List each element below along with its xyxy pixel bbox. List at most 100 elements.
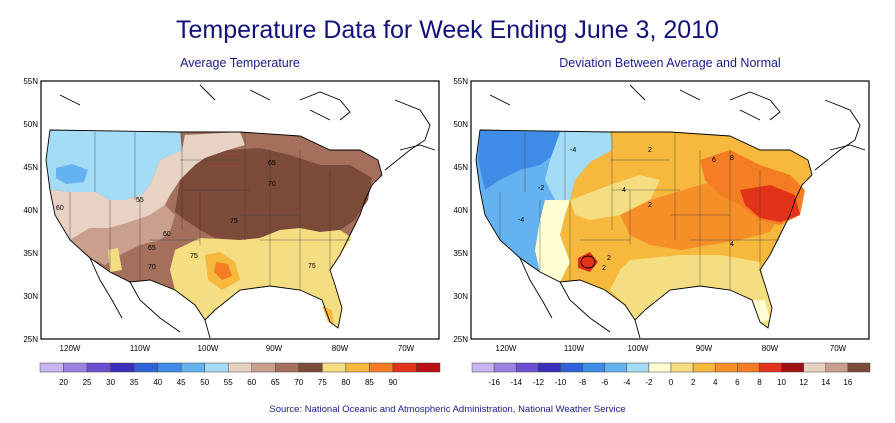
legend-swatch: [251, 362, 276, 373]
legend-label: -12: [533, 378, 545, 387]
legend-swatch: [471, 362, 495, 373]
dev-10: [740, 185, 800, 222]
zone-65: [70, 205, 175, 265]
lon-labels-left: 120W 110W 100W 90W 80W 70W: [60, 344, 415, 353]
legend-swatch: [493, 362, 517, 373]
legend-label: 50: [200, 378, 209, 387]
dev-hot-sw: [578, 252, 598, 272]
contour-label: 8: [730, 155, 734, 162]
contour-label: -2: [538, 185, 544, 192]
legend-swatch: [759, 362, 782, 373]
contour-label: 60: [163, 231, 171, 238]
average-temperature-map: 65 70 75 75 60 55 60 65 70 75 55N 50N 45…: [23, 77, 441, 387]
zone-80-fl: [322, 306, 334, 324]
legend-label: 6: [735, 378, 740, 387]
lat-label: 35N: [23, 249, 38, 258]
legend-label: -16: [488, 378, 500, 387]
dev-zero: [535, 200, 570, 282]
contour-label: 75: [190, 253, 198, 260]
contour-label: 2: [648, 202, 652, 209]
contour-label: 55: [136, 197, 144, 204]
state-lines-dev: [499, 132, 780, 290]
deviation-map: -4 -4 -2 2 2 2 4 6 8 4 2 55N 50N 45N 40N…: [453, 77, 871, 387]
contour-label: 4: [730, 241, 734, 248]
legend-swatch: [180, 362, 205, 373]
legend-swatch: [227, 362, 253, 373]
legend-swatch: [86, 362, 111, 373]
lon-label: 80W: [332, 344, 349, 353]
contour-labels-dev: -4 -4 -2 2 2 2 4 6 8 4 2: [518, 147, 734, 272]
contour-label: 65: [148, 245, 156, 252]
lat-label: 25N: [453, 335, 468, 344]
contour-label: 60: [56, 205, 64, 212]
zone-55: [46, 130, 182, 200]
lon-label: 100W: [198, 344, 219, 353]
lat-label: 50N: [453, 120, 468, 129]
legend-swatch: [322, 362, 347, 373]
legend-swatch: [204, 362, 229, 373]
lat-label: 35N: [453, 249, 468, 258]
map-subtitle-average: Average Temperature: [180, 56, 300, 70]
legend-swatch: [825, 362, 849, 373]
legend-swatch: [714, 362, 738, 373]
lon-label: 70W: [830, 344, 847, 353]
legend-label: 55: [224, 378, 233, 387]
map-subtitle-deviation: Deviation Between Average and Normal: [559, 56, 781, 70]
legend-label: 60: [247, 378, 256, 387]
zone-60: [50, 132, 245, 240]
legend-swatch: [110, 362, 135, 373]
legend-label: 45: [177, 378, 186, 387]
zone-70: [175, 148, 372, 240]
legend-label: 4: [713, 378, 718, 387]
dev-south: [610, 255, 772, 328]
legend-swatch: [133, 362, 158, 373]
legend-label: 8: [757, 378, 762, 387]
contour-label: 2: [602, 265, 606, 272]
contour-labels: 65 70 75 75 60 55 60 65 70 75: [56, 160, 316, 271]
contour-label: -4: [570, 147, 576, 154]
source-note: Source: National Oceanic and Atmospheric…: [269, 404, 626, 415]
contour-label: -4: [518, 217, 524, 224]
contour-label: 75: [230, 218, 238, 225]
zone-50: [56, 164, 88, 184]
legend-swatch: [604, 362, 628, 373]
lat-label: 45N: [453, 163, 468, 172]
legend-label: 16: [843, 378, 852, 387]
contour-label: 65: [268, 160, 276, 167]
contour-label: 2: [648, 147, 652, 154]
legend-swatch: [298, 362, 323, 373]
lat-label: 25N: [23, 335, 38, 344]
legend-swatch: [737, 362, 760, 373]
zone-60-nm: [108, 248, 122, 272]
legend-swatch: [626, 362, 650, 373]
legend-label: 25: [83, 378, 92, 387]
legend-swatch: [416, 362, 441, 373]
contour-label: 70: [148, 264, 156, 271]
lat-label: 45N: [23, 163, 38, 172]
lon-label: 90W: [266, 344, 283, 353]
dev-neg2: [545, 132, 612, 200]
legend-swatch: [63, 362, 88, 373]
legend-label: 12: [799, 378, 808, 387]
lat-label: 30N: [453, 292, 468, 301]
legend-label: 10: [777, 378, 786, 387]
lat-label: 30N: [23, 292, 38, 301]
lat-label: 50N: [23, 120, 38, 129]
lat-labels-left: 55N 50N 45N 40N 35N 30N 25N: [23, 77, 38, 344]
contour-label: 4: [622, 187, 626, 194]
zone-85: [214, 262, 232, 280]
page-title: Temperature Data for Week Ending June 3,…: [176, 16, 719, 44]
legend-label: -2: [645, 378, 653, 387]
dev-fl: [752, 300, 770, 322]
legend-swatch: [670, 362, 694, 373]
dev-2: [570, 175, 660, 220]
lat-label: 40N: [453, 206, 468, 215]
lon-label: 70W: [398, 344, 415, 353]
legend-label: 30: [106, 378, 115, 387]
lat-labels-right: 55N 50N 45N 40N 35N 30N 25N: [453, 77, 468, 344]
legend-swatch: [803, 362, 827, 373]
legend-swatch: [692, 362, 716, 373]
dev-neg6: [478, 130, 560, 190]
state-lines: [69, 132, 350, 290]
